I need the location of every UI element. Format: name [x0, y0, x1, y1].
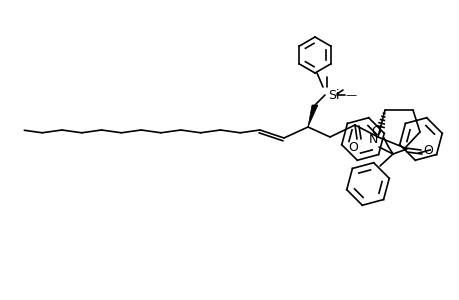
Text: N: N — [368, 133, 377, 146]
Text: —: — — [345, 90, 356, 100]
Text: Si: Si — [327, 88, 339, 101]
Polygon shape — [308, 105, 317, 127]
Text: O: O — [370, 124, 380, 137]
Text: O: O — [422, 143, 432, 157]
Text: O: O — [347, 140, 357, 154]
